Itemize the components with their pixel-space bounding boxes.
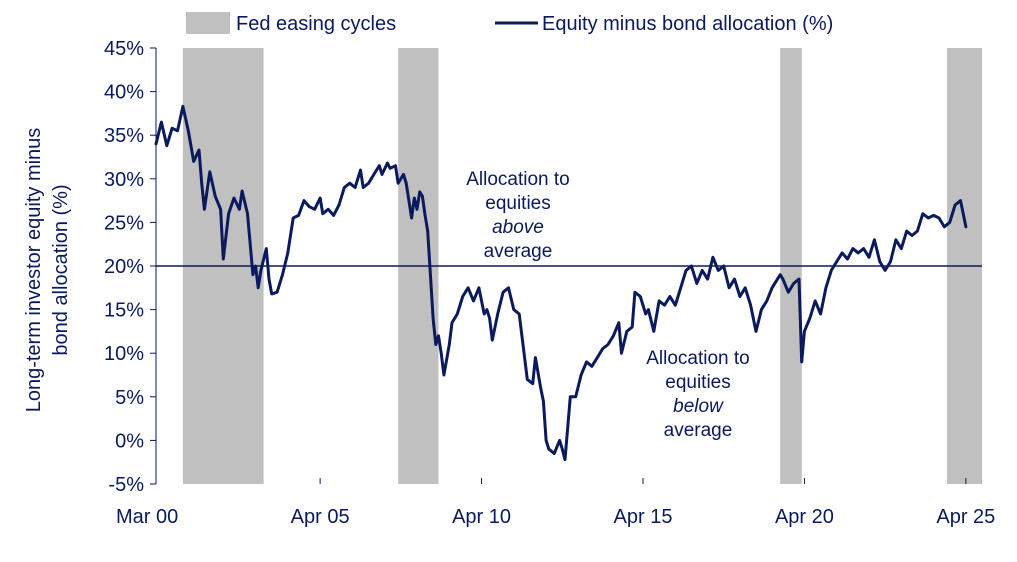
annotation-above-average-line: equities	[485, 193, 551, 214]
y-axis-title-line-1: Long-term investor equity minus	[23, 128, 45, 413]
legend-swatch-easing	[186, 12, 230, 34]
y-tick-label: 30%	[104, 169, 144, 191]
legend-label-easing: Fed easing cycles	[236, 13, 396, 35]
y-tick-label: -5%	[108, 474, 144, 496]
legend: Fed easing cycles Equity minus bond alloc…	[186, 12, 833, 35]
annotation-below-average-line: average	[664, 420, 733, 441]
annotation-below-average-line: Allocation to	[646, 348, 750, 369]
annotation-below-average-line: below	[673, 396, 724, 417]
annotation-above-average-line: Allocation to	[466, 169, 570, 190]
annotation-above-average-line: average	[484, 241, 553, 262]
equity-minus-bond-line	[154, 104, 968, 462]
x-tick-label: Apr 20	[775, 506, 834, 528]
x-tick-label: Apr 15	[614, 506, 673, 528]
y-axis-title-line-2: bond allocation (%)	[50, 184, 72, 355]
y-tick-label: 45%	[104, 38, 144, 60]
series-group	[154, 104, 968, 462]
x-tick-label: Apr 05	[291, 506, 350, 528]
x-tick-label: Mar 00	[116, 506, 178, 528]
y-tick-label: 5%	[115, 387, 144, 409]
annotation-below-average-line: equities	[665, 372, 731, 393]
legend-label-series: Equity minus bond allocation (%)	[542, 13, 833, 35]
axes-group: -5% 0% 5% 10% 15% 20% 25% 30% 35% 40% 45% Mar 00 Apr…	[23, 38, 995, 528]
annotation-above-average-line: above	[492, 217, 544, 238]
y-tick-label: 15%	[104, 300, 144, 322]
y-tick-label: 35%	[104, 125, 144, 147]
annotations-group: Allocation to equities above average Allocat…	[466, 169, 750, 441]
y-tick-label: 0%	[115, 430, 144, 452]
y-tick-label: 20%	[104, 256, 144, 278]
x-tick-label: Apr 10	[452, 506, 511, 528]
y-tick-label: 40%	[104, 82, 144, 104]
x-tick-label: Apr 25	[936, 506, 995, 528]
y-tick-label: 25%	[104, 212, 144, 234]
y-tick-label: 10%	[104, 343, 144, 365]
